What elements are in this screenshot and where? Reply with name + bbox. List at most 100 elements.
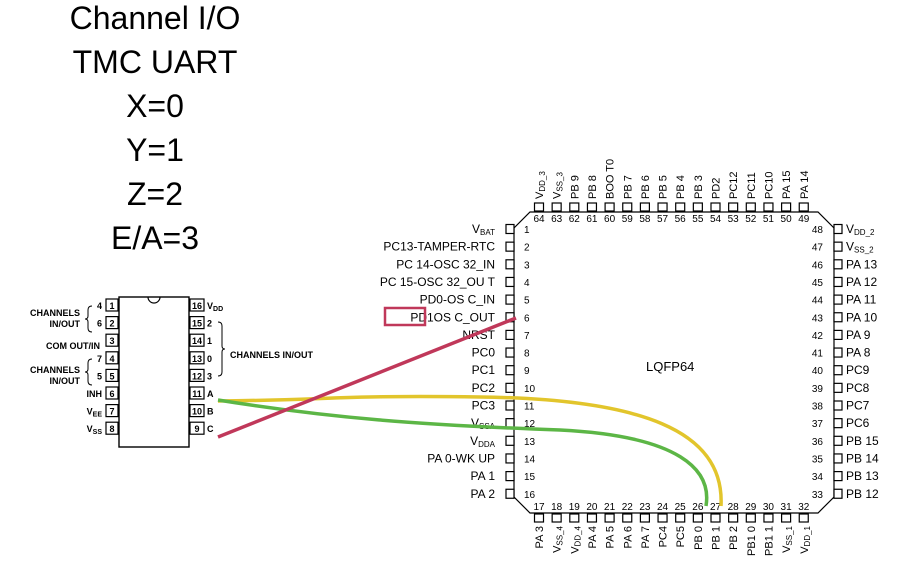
mux-pin-box — [189, 421, 205, 435]
mcu-pin-number: 16 — [524, 490, 536, 501]
mcu-pin-label: PB 2 — [728, 526, 740, 550]
mcu-pin-box — [780, 202, 792, 212]
mux-pin-box — [189, 298, 205, 312]
mcu-pin-label: PA 11 — [846, 293, 877, 307]
mux-pin-name: VEE — [87, 407, 103, 419]
mcu-pin-label: BOO T0 — [605, 159, 617, 199]
mcu-pin-number: 56 — [675, 214, 687, 225]
mux-pin-number: 1 — [109, 301, 114, 311]
mcu-pin-label: PC11 — [746, 172, 758, 199]
mcu-pin-box — [505, 400, 515, 411]
mcu-pin-label: PB1 1 — [763, 526, 775, 556]
mux-body — [118, 296, 190, 448]
mux-pin-number: 3 — [109, 336, 114, 346]
mcu-pin-number: 42 — [812, 331, 824, 342]
wire-c-red — [217, 316, 517, 439]
mcu-pin-box — [728, 513, 739, 523]
mcu-pin-label: PA 13 — [846, 257, 877, 271]
mcu-pin-number: 36 — [812, 437, 824, 448]
mcu-pin-box — [505, 382, 515, 393]
mcu-pin-box — [833, 312, 843, 323]
mcu-pin-number: 54 — [710, 214, 722, 225]
mcu-pin-label: PB 8 — [587, 175, 599, 199]
mcu-pin-box — [675, 202, 686, 212]
mux-pin-name: A — [207, 389, 214, 399]
mcu-pin-number: 6 — [524, 313, 530, 324]
mcu-pin-label: PB 12 — [846, 487, 879, 501]
mux-pin-name: C — [207, 424, 214, 434]
mux-pin-number: 15 — [192, 319, 202, 329]
mcu-pin-box — [505, 259, 515, 270]
mcu-pin-label: VDDA — [470, 434, 496, 449]
mcu-pin-box — [505, 488, 515, 499]
mcu-pin-label: PD1OS C_OUT — [410, 310, 495, 324]
mcu-pin-box — [604, 202, 615, 212]
title-line: TMC UART — [73, 44, 238, 80]
mcu-pin-number: 4 — [524, 278, 530, 289]
mcu-pin-number: 62 — [569, 214, 581, 225]
mcu-pin-number: 47 — [812, 243, 824, 254]
mcu-pin-box — [604, 513, 615, 523]
mcu-pin-number: 30 — [763, 502, 775, 513]
mcu-pin-number: 63 — [551, 214, 563, 225]
mcu-pin-box — [622, 513, 633, 523]
mcu-pin-number: 14 — [524, 454, 536, 465]
mcu-pin-label: PA 15 — [781, 170, 793, 199]
mux-pin-name: VSS — [87, 424, 103, 436]
mcu-pin-label: PA 8 — [846, 346, 871, 360]
mcu-pin-number: 41 — [812, 349, 824, 360]
mux-notch — [147, 296, 161, 304]
mcu-pin-box — [833, 241, 843, 252]
mcu-pin-number: 64 — [533, 214, 545, 225]
mcu-pin-box — [745, 513, 756, 523]
mcu-pin-label: PA 12 — [846, 275, 877, 289]
mcu-pin-box — [692, 513, 703, 523]
mcu-pin-label: PC8 — [846, 381, 870, 395]
mcu-pin-number: 15 — [524, 472, 536, 483]
mcu-pin-number: 18 — [551, 502, 563, 513]
mcu-pin-box — [505, 471, 515, 482]
mcu-pin-box — [657, 202, 668, 212]
subscript: SS_2 — [854, 246, 874, 255]
mcu-pin-box — [505, 435, 515, 446]
mcu-pin-label: PA 9 — [846, 328, 871, 342]
mcu-pin-box — [745, 202, 756, 212]
mcu-pin-label: PA 6 — [622, 526, 634, 548]
mcu-pin-box — [833, 400, 843, 411]
mcu-pin-label: VDD_4 — [569, 525, 582, 553]
title-line: Y=1 — [126, 132, 184, 168]
mcu-pin-box — [798, 202, 809, 212]
mcu-pin-number: 58 — [639, 214, 651, 225]
mux-pin-number: 11 — [192, 389, 202, 399]
mcu-pin-label: PB 3 — [693, 175, 705, 199]
mcu-pin-label: PC0 — [472, 346, 496, 360]
mcu-pin-box — [728, 202, 739, 212]
mux-pin-number: 12 — [192, 371, 202, 381]
mcu-pin-box — [586, 202, 598, 212]
mcu-pin-number: 11 — [524, 402, 535, 413]
mcu-pin-label: PC 14-OSC 32_IN — [396, 257, 495, 271]
pd1-highlight-box — [383, 306, 427, 327]
mux-pin-name: 5 — [97, 371, 102, 381]
mcu-bottom-pins: 17 PA 3 18 VSS_4 19 VDD_4 20 PA 4 21 PA 5 22 PA 6 23… — [533, 502, 811, 556]
mcu-pin-label: VSS_3 — [552, 172, 565, 199]
mcu-pin-label: PC13-TAMPER-RTC — [383, 240, 495, 254]
mcu-pin-label: PC9 — [846, 363, 870, 377]
mux-pin-box — [105, 316, 119, 330]
title-block: Channel I/O TMC UART X=0 Y=1 Z=2 E/A=3 — [70, 0, 241, 256]
wires — [217, 316, 723, 507]
mcu-pin-box — [833, 418, 843, 429]
mcu-package-label: LQFP64 — [646, 359, 694, 374]
mux-pin-name: 6 — [97, 319, 102, 329]
title-line: X=0 — [126, 88, 184, 124]
mcu-pin-label: PC7 — [846, 399, 870, 413]
mcu-pin-label: PC 15-OSC 32_OU T — [380, 275, 496, 289]
mux-pin-box — [189, 351, 205, 365]
mcu-pin-box — [833, 347, 843, 358]
mcu-pin-label: PB 9 — [569, 175, 581, 199]
mcu-pin-box — [639, 202, 651, 212]
mcu-pin-label: PA 0-WK UP — [427, 451, 495, 465]
mcu-pin-label: PC1 — [472, 363, 496, 377]
mcu-pin-label: PD2 — [711, 178, 723, 199]
